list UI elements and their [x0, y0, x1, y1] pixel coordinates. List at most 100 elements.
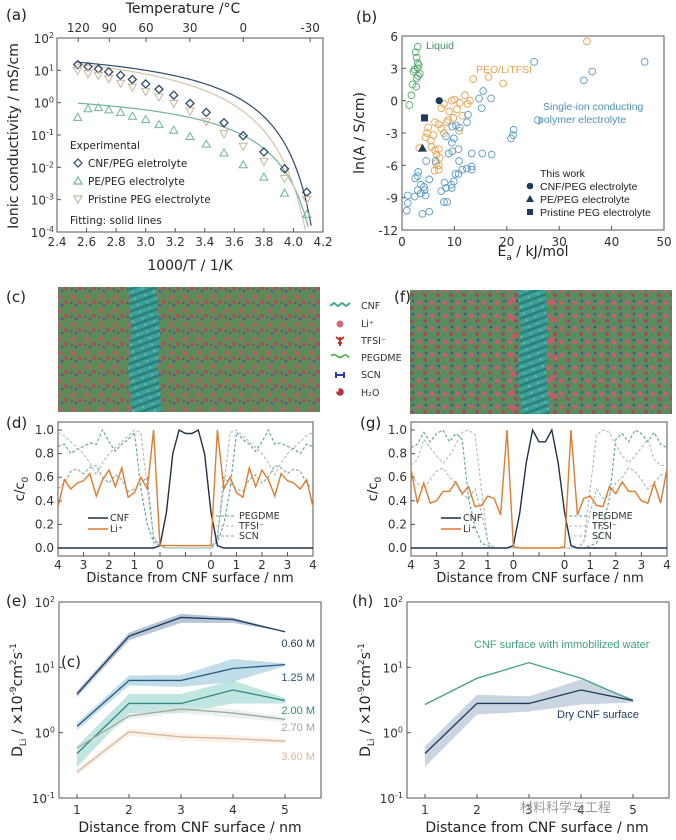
legend-marker: [526, 182, 534, 190]
series-line-cnf: [411, 427, 667, 549]
this-work-point: [417, 143, 427, 152]
data-point: [484, 73, 493, 81]
data-point: [509, 125, 518, 134]
series-line: [76, 708, 286, 749]
series-label: 2.70 M: [281, 722, 315, 734]
x-tick-label: 4.2: [313, 235, 332, 249]
x-tick-label: 4: [407, 558, 415, 572]
x-tick-label: 2: [473, 803, 481, 817]
legend-marker: [527, 209, 533, 215]
data-point: [451, 170, 460, 178]
data-point: [588, 67, 597, 76]
data-point: [301, 196, 312, 205]
x-tick-label: 10: [447, 235, 462, 249]
data-point: [259, 172, 269, 181]
series-line: [76, 731, 286, 773]
x-tick-label: 1: [484, 558, 492, 572]
data-point: [453, 105, 461, 114]
uncertainty-band: [77, 680, 285, 767]
data-point: [442, 184, 450, 192]
label-dry-cnf: Dry CNF surface: [557, 709, 639, 721]
series-labels-e: 0.60 M 1.25 M 2.00 M 2.70 M 3.60 M: [281, 638, 315, 763]
x-tick-label: 50: [656, 235, 671, 249]
data-point: [442, 118, 451, 127]
data-point: [259, 158, 269, 167]
data-point: [434, 120, 443, 129]
cnf-molecule-icon: [329, 301, 351, 308]
data-point: [154, 93, 164, 102]
uncertainty-bands-h: [425, 679, 633, 767]
data-point: [219, 117, 229, 128]
y-tick-label: 6: [390, 30, 398, 44]
data-point: [185, 107, 195, 117]
x-tick-label: 0: [207, 558, 215, 572]
x-axis-label-d: Distance from CNF surface / nm: [86, 571, 293, 586]
svg-text:TFSI⁻: TFSI⁻: [360, 336, 386, 347]
data-point: [461, 91, 469, 100]
y-tick-label: 3: [390, 62, 398, 76]
series-line: [424, 689, 634, 754]
top-tick-label: -30: [300, 21, 320, 35]
y-tick-label: 101: [35, 660, 55, 675]
y-tick-label: 10-3: [31, 193, 54, 208]
annotation-single-ion-1: Single-ion conducting: [543, 101, 644, 113]
x-axis-label-g: Distance from CNF surface / nm: [436, 571, 643, 586]
data-point: [431, 146, 439, 155]
x-tick-label: 3: [638, 558, 646, 572]
data-point: [454, 145, 463, 154]
data-point: [140, 114, 151, 124]
plot-frame-h: [406, 601, 670, 799]
data-point: [487, 150, 496, 159]
data-point: [201, 139, 212, 148]
y-tick-label: -12: [378, 224, 398, 238]
data-point: [103, 104, 114, 114]
legend-label: CNF: [110, 513, 129, 524]
x-tick-label: 0: [561, 558, 569, 572]
data-point: [425, 207, 434, 216]
data-point: [201, 107, 212, 118]
data-point: [583, 37, 591, 46]
x-tick-label: 3: [433, 558, 441, 572]
data-point: [431, 118, 439, 127]
data-point: [469, 75, 478, 83]
plot-frame-e: [58, 601, 322, 799]
data-point: [93, 64, 104, 74]
y-tick-label: 0.4: [35, 494, 54, 508]
legend-title-b: This work: [540, 168, 586, 180]
data-points-b: [402, 37, 649, 218]
top-axis-title: Temperature /°C: [125, 1, 241, 17]
y-tick-label: 10-1: [32, 791, 55, 806]
data-point: [452, 121, 460, 130]
fit-lines-a: [77, 61, 312, 231]
watermark: 材料科学与工程: [520, 800, 611, 816]
x-axis-ticks-e: 1 2 3 4 5: [73, 794, 289, 817]
x-axis-label-e: Distance from CNF surface / nm: [78, 820, 301, 836]
data-point: [431, 157, 440, 165]
legend-item-pegdme: PEGDME: [330, 353, 402, 364]
top-axis-ticks: 120 90 60 30 0 -30: [67, 21, 320, 42]
data-point: [127, 83, 138, 93]
water-layer-right-f: [549, 299, 558, 399]
data-point: [103, 75, 114, 84]
water-molecule-icon: [335, 388, 344, 396]
y-axis-ticks-b: -12 -9 -6 -3 0 3 6: [378, 30, 406, 238]
series-lines-g: [410, 427, 668, 549]
data-point: [411, 174, 419, 183]
series-lines-d: [57, 428, 314, 549]
data-point: [448, 147, 457, 156]
data-point: [140, 79, 151, 89]
x-tick-label: 1: [421, 803, 429, 817]
data-point: [437, 104, 446, 113]
y-tick-label: 10-1: [31, 128, 54, 143]
water-layer-left-f: [508, 297, 517, 411]
y-tick-label: 102: [35, 595, 55, 610]
cnf-fiber-f: [518, 290, 550, 414]
x-tick-label: 1: [233, 558, 241, 572]
legend-title-a: Experimental: [70, 140, 140, 152]
li-ion-sphere-icon: [336, 320, 344, 328]
legend-label: Pristine PEG electrolyte: [540, 207, 651, 219]
y-tick-label: 101: [383, 660, 403, 675]
data-point: [238, 142, 249, 152]
inner-label-c: (c): [61, 653, 81, 671]
